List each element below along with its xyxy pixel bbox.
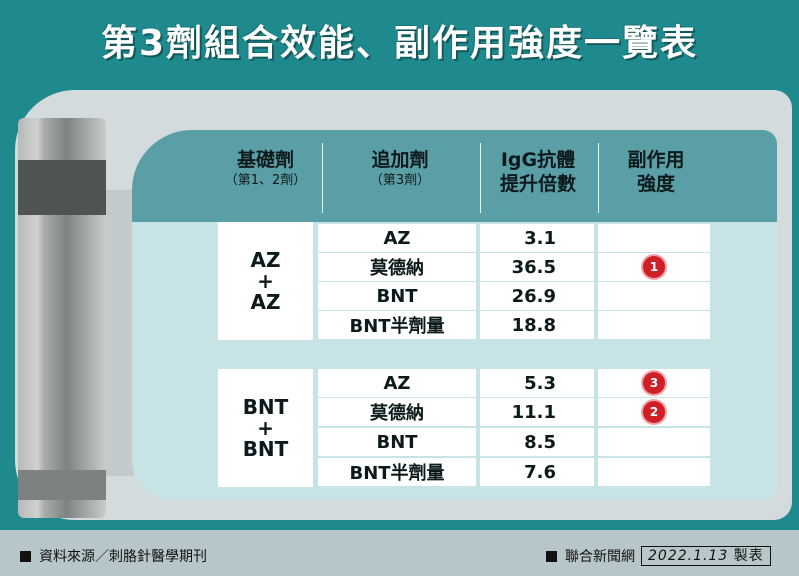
booster-cell: BNT bbox=[318, 428, 476, 456]
side-effect-cell: 1 bbox=[598, 253, 710, 281]
header-igg: IgG抗體 提升倍數 bbox=[499, 149, 576, 195]
bottle-cap-band-lower bbox=[18, 470, 106, 500]
bottle-cap-band bbox=[18, 160, 106, 215]
bullet-square-icon bbox=[20, 550, 31, 562]
igg-cell: 3.1 bbox=[480, 224, 594, 252]
booster-cell: 莫德納 bbox=[318, 398, 476, 426]
igg-cell: 5.3 bbox=[480, 369, 594, 397]
rank-badge-icon: 2 bbox=[643, 401, 665, 423]
booster-cell: BNT半劑量 bbox=[318, 458, 476, 486]
side-effect-cell bbox=[598, 224, 710, 252]
header-divider bbox=[322, 143, 323, 213]
footer-bar bbox=[0, 530, 799, 576]
header-booster: 追加劑 （第3劑） bbox=[369, 149, 431, 188]
side-effect-cell: 2 bbox=[598, 398, 710, 426]
bullet-square-icon bbox=[546, 550, 557, 562]
rank-badge-icon: 1 bbox=[643, 256, 665, 278]
header-side-effect: 副作用 強度 bbox=[627, 149, 685, 195]
credit-note: 聯合新聞網 2022.1.13 製表 bbox=[546, 546, 771, 566]
rank-badge-icon: 3 bbox=[643, 372, 665, 394]
side-effect-cell bbox=[598, 311, 710, 339]
igg-cell: 8.5 bbox=[480, 428, 594, 456]
igg-cell: 26.9 bbox=[480, 282, 594, 310]
side-effect-cell bbox=[598, 428, 710, 456]
group-label-az-az: AZ + AZ bbox=[218, 222, 313, 340]
booster-cell: BNT bbox=[318, 282, 476, 310]
header-divider bbox=[598, 143, 599, 213]
igg-cell: 36.5 bbox=[480, 253, 594, 281]
side-effect-cell: 3 bbox=[598, 369, 710, 397]
side-effect-cell bbox=[598, 282, 710, 310]
booster-cell: AZ bbox=[318, 224, 476, 252]
group-label-bnt-bnt: BNT + BNT bbox=[218, 369, 313, 487]
igg-cell: 11.1 bbox=[480, 398, 594, 426]
booster-cell: BNT半劑量 bbox=[318, 311, 476, 339]
source-note: 資料來源／刺胳針醫學期刊 bbox=[20, 546, 207, 566]
date-stamp: 2022.1.13 製表 bbox=[641, 546, 771, 566]
bottle-neck-shadow bbox=[106, 190, 134, 476]
booster-cell: 莫德納 bbox=[318, 253, 476, 281]
header-base: 基礎劑 （第1、2劑） bbox=[224, 149, 307, 188]
table-header-bar bbox=[132, 130, 777, 222]
page-title: 第3劑組合效能、副作用強度一覽表 bbox=[100, 23, 699, 64]
booster-cell: AZ bbox=[318, 369, 476, 397]
header-divider bbox=[480, 143, 481, 213]
side-effect-cell bbox=[598, 458, 710, 486]
igg-cell: 7.6 bbox=[480, 458, 594, 486]
igg-cell: 18.8 bbox=[480, 311, 594, 339]
